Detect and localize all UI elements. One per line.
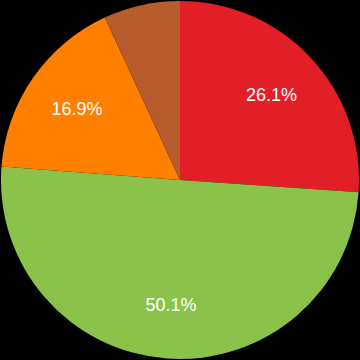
svg-text:16.9%: 16.9%	[52, 99, 103, 119]
svg-text:26.1%: 26.1%	[246, 85, 297, 105]
svg-text:50.1%: 50.1%	[145, 295, 196, 315]
